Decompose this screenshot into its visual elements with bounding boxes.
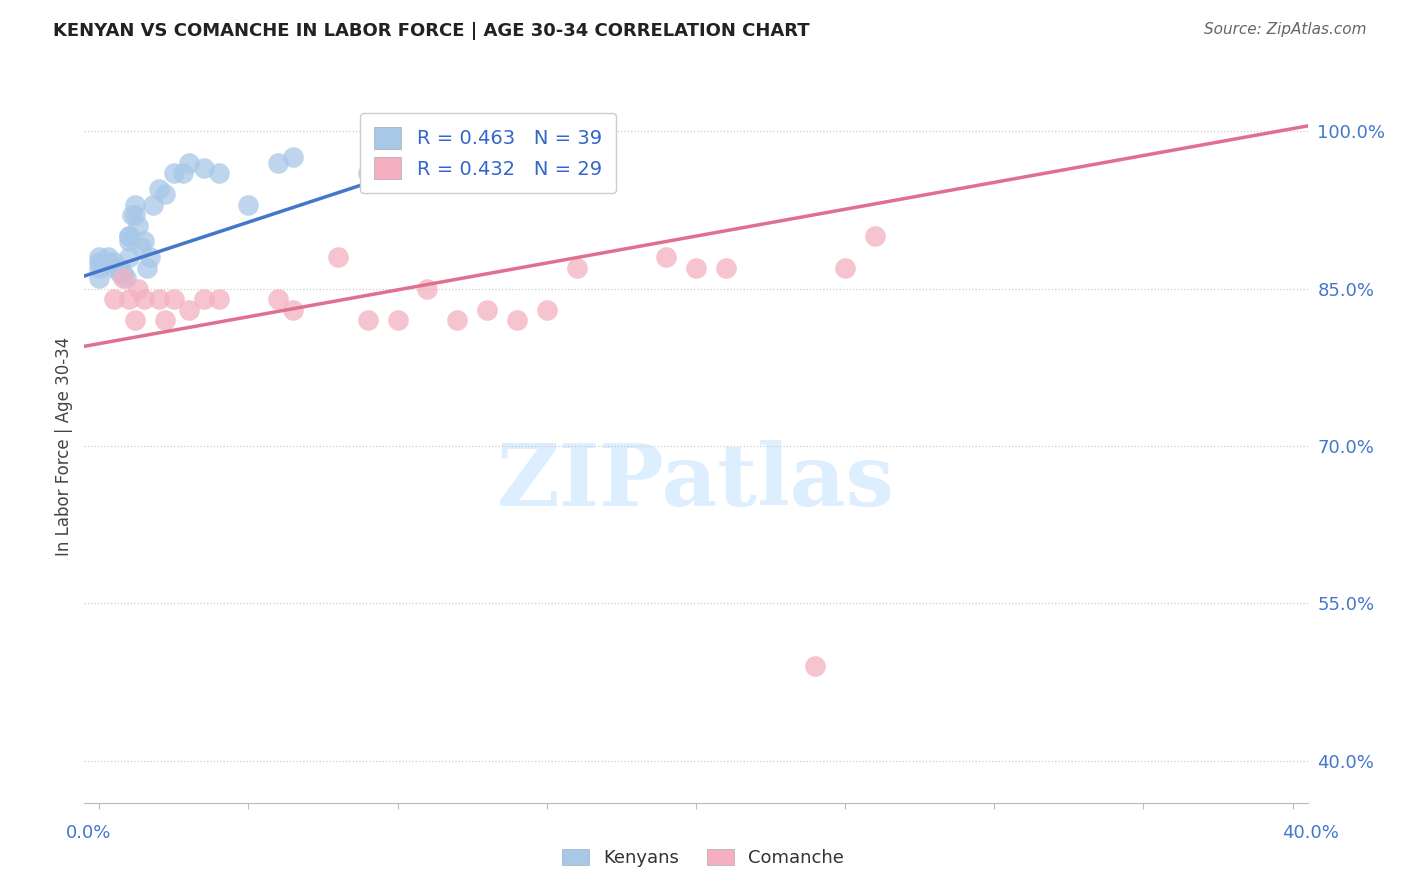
Point xyxy=(804,659,827,673)
Point xyxy=(153,313,176,327)
Point xyxy=(506,313,529,327)
Point xyxy=(177,155,200,169)
Point xyxy=(112,271,135,285)
Point xyxy=(163,166,186,180)
Point xyxy=(163,292,186,306)
Point xyxy=(118,229,141,244)
Point xyxy=(565,260,588,275)
Point xyxy=(136,260,159,275)
Point xyxy=(148,182,170,196)
Point xyxy=(207,166,229,180)
Point xyxy=(124,313,146,327)
Point xyxy=(172,166,194,180)
Point xyxy=(148,292,170,306)
Point xyxy=(357,166,380,180)
Point xyxy=(127,219,149,233)
Point xyxy=(506,135,529,149)
Point xyxy=(834,260,856,275)
Point xyxy=(124,197,146,211)
Point xyxy=(89,250,111,264)
Point xyxy=(416,282,439,296)
Point xyxy=(193,292,215,306)
Point xyxy=(89,271,111,285)
Point xyxy=(89,255,111,269)
Point xyxy=(153,187,176,202)
Point xyxy=(267,155,290,169)
Point xyxy=(475,302,498,317)
Point xyxy=(357,313,380,327)
Point xyxy=(118,229,141,244)
Point xyxy=(863,229,886,244)
Point xyxy=(97,255,120,269)
Point xyxy=(655,250,678,264)
Point xyxy=(207,292,229,306)
Point xyxy=(89,260,111,275)
Point xyxy=(103,292,125,306)
Point xyxy=(267,292,290,306)
Point xyxy=(536,302,558,317)
Text: 0.0%: 0.0% xyxy=(66,824,111,842)
Point xyxy=(129,239,152,253)
Point xyxy=(115,271,138,285)
Text: ZIPatlas: ZIPatlas xyxy=(496,440,896,524)
Point xyxy=(132,292,155,306)
Y-axis label: In Labor Force | Age 30-34: In Labor Force | Age 30-34 xyxy=(55,336,73,556)
Point xyxy=(238,197,260,211)
Point xyxy=(283,302,305,317)
Point xyxy=(127,282,149,296)
Point xyxy=(283,150,305,164)
Legend: R = 0.463   N = 39, R = 0.432   N = 29: R = 0.463 N = 39, R = 0.432 N = 29 xyxy=(360,113,616,193)
Point xyxy=(685,260,707,275)
Text: 40.0%: 40.0% xyxy=(1282,824,1339,842)
Point xyxy=(103,260,125,275)
Point xyxy=(118,292,141,306)
Point xyxy=(108,266,131,280)
Point xyxy=(142,197,165,211)
Point xyxy=(112,266,135,280)
Point xyxy=(139,250,162,264)
Point xyxy=(103,255,125,269)
Point xyxy=(124,208,146,222)
Point xyxy=(714,260,737,275)
Point xyxy=(177,302,200,317)
Point xyxy=(326,250,349,264)
Point xyxy=(132,235,155,249)
Legend: Kenyans, Comanche: Kenyans, Comanche xyxy=(555,841,851,874)
Point xyxy=(446,135,468,149)
Point xyxy=(108,260,131,275)
Text: Source: ZipAtlas.com: Source: ZipAtlas.com xyxy=(1204,22,1367,37)
Point xyxy=(387,166,409,180)
Point xyxy=(118,250,141,264)
Point xyxy=(193,161,215,175)
Text: KENYAN VS COMANCHE IN LABOR FORCE | AGE 30-34 CORRELATION CHART: KENYAN VS COMANCHE IN LABOR FORCE | AGE … xyxy=(53,22,810,40)
Point xyxy=(118,235,141,249)
Point xyxy=(446,313,468,327)
Point xyxy=(97,250,120,264)
Point xyxy=(387,313,409,327)
Point xyxy=(121,208,143,222)
